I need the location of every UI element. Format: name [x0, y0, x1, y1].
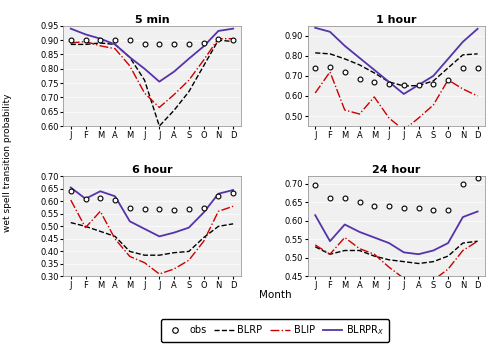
Title: 1 hour: 1 hour [376, 15, 416, 25]
Legend: obs, BLRP, BLIP, BLRPR$_X$: obs, BLRP, BLIP, BLRPR$_X$ [161, 319, 389, 342]
Text: wet spell transition probability: wet spell transition probability [3, 94, 12, 232]
Title: 5 min: 5 min [134, 15, 170, 25]
Title: 6 hour: 6 hour [132, 166, 172, 176]
Title: 24 hour: 24 hour [372, 166, 420, 176]
Text: Month: Month [258, 290, 292, 300]
